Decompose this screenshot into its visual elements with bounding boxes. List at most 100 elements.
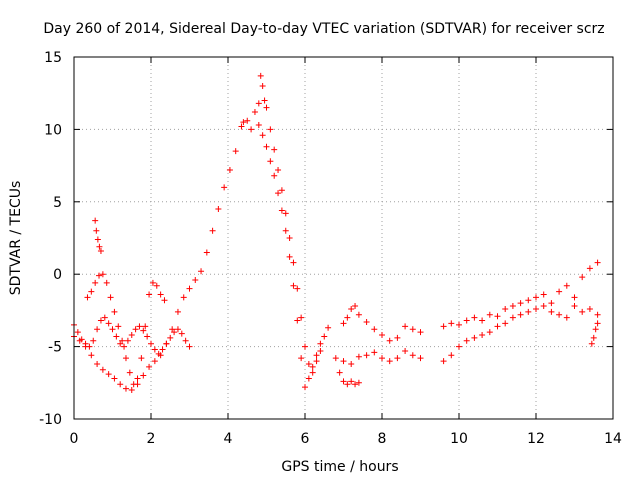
data-point <box>174 308 181 315</box>
chart-title: Day 260 of 2014, Sidereal Day-to-day VTE… <box>43 21 604 37</box>
series-track-peak-2 <box>255 122 324 391</box>
data-point <box>456 343 462 350</box>
data-point <box>340 358 347 365</box>
data-point <box>92 217 99 224</box>
data-point <box>363 318 370 325</box>
series-track-d <box>336 369 362 388</box>
x-tick-label: 2 <box>147 431 156 447</box>
x-tick-label: 10 <box>450 431 468 447</box>
gridlines <box>74 57 613 419</box>
data-point <box>290 282 297 289</box>
data-point <box>146 291 153 298</box>
data-point <box>248 126 255 133</box>
data-point <box>394 334 401 341</box>
series-track-c <box>84 271 168 388</box>
data-point <box>148 340 154 347</box>
data-point <box>267 126 274 133</box>
data-point <box>286 253 293 260</box>
data-point <box>486 329 493 336</box>
data-point <box>563 282 570 289</box>
data-point <box>456 321 462 328</box>
data-point <box>109 326 116 333</box>
x-tick-label: 0 <box>70 431 79 447</box>
data-point <box>267 158 274 165</box>
data-point <box>97 317 104 324</box>
y-tick-label: 5 <box>53 195 62 211</box>
data-point <box>305 360 312 367</box>
series-track-i <box>440 259 601 330</box>
data-point <box>302 343 308 350</box>
series-track-j <box>440 303 601 365</box>
data-point <box>533 305 539 312</box>
data-point <box>215 206 222 213</box>
data-point <box>317 340 324 347</box>
data-point <box>509 314 516 321</box>
data-point <box>494 323 501 330</box>
y-tick-label: -10 <box>39 412 62 428</box>
data-point <box>409 352 416 359</box>
data-point <box>479 332 486 339</box>
data-point <box>97 248 104 255</box>
data-point <box>502 320 509 327</box>
data-point <box>540 303 547 310</box>
data-point <box>244 117 251 124</box>
data-point <box>275 166 282 173</box>
data-point <box>128 332 135 339</box>
data-point <box>146 363 153 370</box>
data-point <box>94 326 101 333</box>
data-point <box>221 184 228 191</box>
data-point <box>294 285 301 292</box>
data-point <box>471 334 478 341</box>
series-track-peak <box>240 72 332 376</box>
y-tick-label: -5 <box>48 340 62 356</box>
data-point <box>263 104 270 111</box>
data-point <box>590 334 597 341</box>
data-point <box>132 326 139 333</box>
data-point <box>144 333 151 340</box>
tick-labels: 0 2 4 6 8 10 12 14 -10 -5 0 5 10 15 <box>39 50 622 447</box>
data-point <box>290 259 297 266</box>
data-point <box>586 265 593 272</box>
data-point <box>321 333 328 340</box>
data-point <box>94 236 101 243</box>
data-point <box>348 378 355 385</box>
data-point <box>348 305 355 312</box>
x-tick-label: 4 <box>224 431 233 447</box>
data-point <box>159 346 166 353</box>
data-point <box>313 358 320 365</box>
data-point <box>352 381 359 388</box>
data-point <box>586 305 593 312</box>
data-point <box>174 326 181 333</box>
data-point <box>151 346 158 353</box>
y-axis-label: SDTVAR / TECUs <box>8 181 24 296</box>
data-point <box>140 327 147 334</box>
data-point <box>409 326 416 333</box>
data-point <box>448 320 455 327</box>
data-point <box>286 235 293 241</box>
data-point <box>117 381 124 388</box>
data-point <box>588 340 595 347</box>
data-point <box>157 352 164 359</box>
data-point <box>255 122 262 129</box>
data-point <box>163 340 170 347</box>
data-point <box>313 352 320 359</box>
data-point <box>563 314 570 321</box>
data-point <box>594 311 601 318</box>
data-point <box>517 311 524 318</box>
data-point <box>298 355 305 362</box>
data-point <box>149 279 156 286</box>
series-track-h <box>363 347 424 365</box>
data-point <box>275 190 282 197</box>
data-point <box>479 317 486 324</box>
data-point <box>594 320 601 327</box>
data-point <box>448 352 455 359</box>
data-point <box>140 372 147 379</box>
data-point <box>259 132 266 139</box>
data-point <box>105 320 112 327</box>
data-point <box>344 314 351 321</box>
axis-ticks <box>73 56 614 420</box>
data-point <box>257 72 264 79</box>
data-point <box>157 291 164 298</box>
data-point <box>178 330 185 337</box>
data-point <box>115 323 122 330</box>
